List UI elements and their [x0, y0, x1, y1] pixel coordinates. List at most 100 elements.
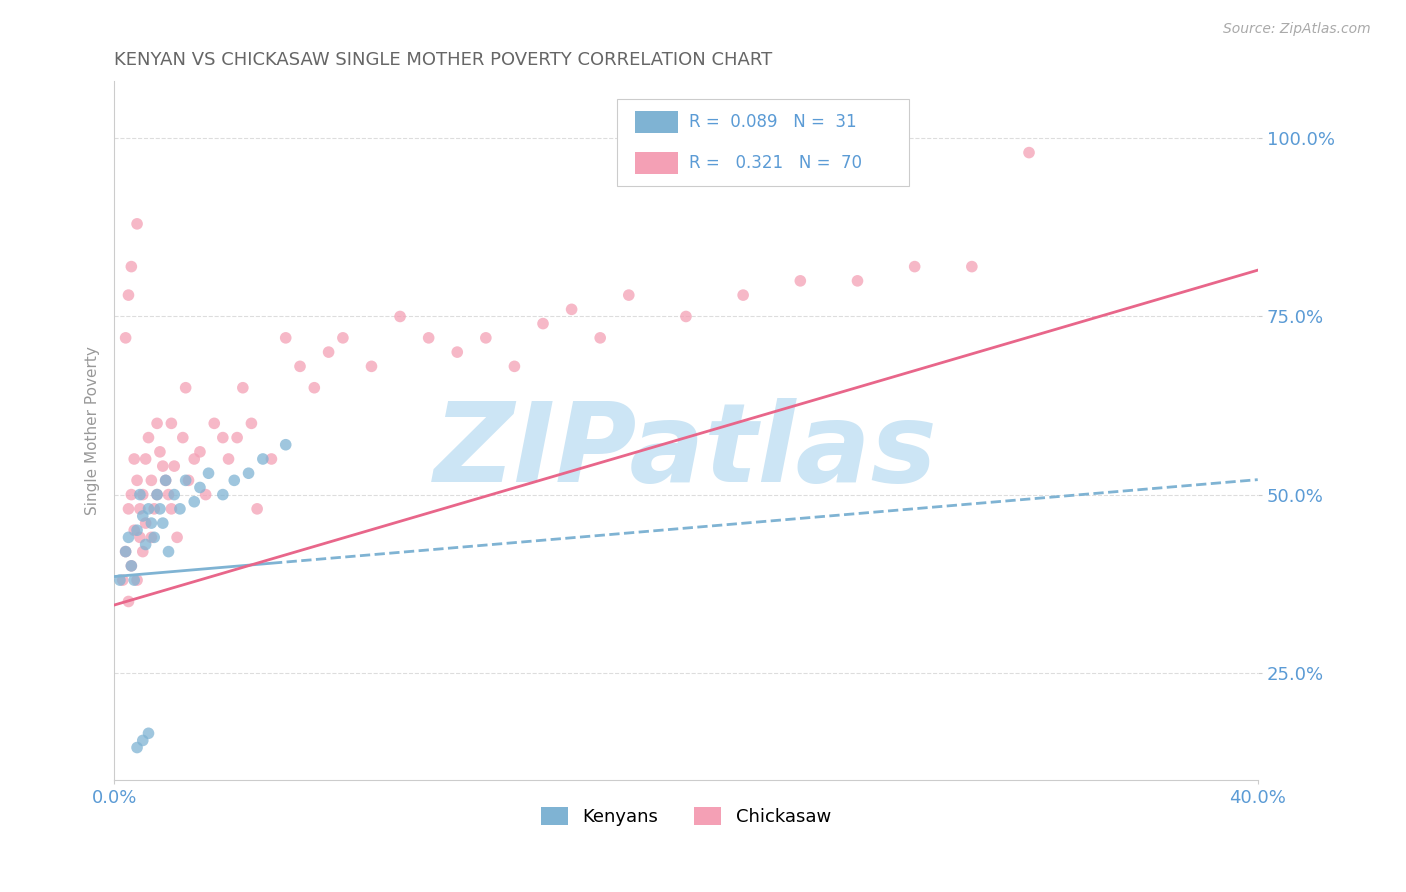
Point: [129, 530, 152, 544]
Point: [224, 474, 246, 488]
Text: KENYAN VS CHICKASAW SINGLE MOTHER POVERTY CORRELATION CHART: KENYAN VS CHICKASAW SINGLE MOTHER POVERT…: [114, 51, 772, 69]
Point: [120, 487, 142, 501]
Point: [129, 487, 152, 501]
Point: [146, 487, 169, 501]
Point: [846, 274, 869, 288]
Text: R =  0.089   N =  31: R = 0.089 N = 31: [689, 113, 858, 131]
Point: [125, 217, 148, 231]
Point: [172, 431, 194, 445]
Point: [252, 452, 274, 467]
Point: [260, 452, 283, 467]
Point: [141, 474, 163, 488]
Point: [146, 417, 169, 431]
Point: [183, 452, 205, 467]
Point: [960, 260, 983, 274]
Point: [188, 445, 211, 459]
Point: [108, 573, 131, 587]
Point: [160, 417, 183, 431]
Point: [218, 452, 240, 467]
Point: [117, 530, 139, 544]
Point: [174, 474, 197, 488]
Point: [157, 544, 180, 558]
Point: [135, 452, 157, 467]
Point: [163, 459, 186, 474]
Point: [240, 417, 263, 431]
Point: [561, 302, 583, 317]
Point: [183, 494, 205, 508]
Point: [503, 359, 526, 374]
Point: [111, 573, 134, 587]
Point: [143, 501, 166, 516]
Point: [169, 501, 191, 516]
Point: [152, 459, 174, 474]
Point: [122, 573, 145, 587]
Point: [125, 474, 148, 488]
Point: [117, 501, 139, 516]
Point: [475, 331, 498, 345]
Point: [211, 431, 233, 445]
Point: [211, 487, 233, 501]
Point: [125, 573, 148, 587]
Text: ZIPatlas: ZIPatlas: [434, 398, 938, 505]
Point: [152, 516, 174, 530]
Point: [141, 530, 163, 544]
Point: [238, 467, 260, 481]
Point: [304, 381, 326, 395]
Point: [138, 726, 160, 740]
Point: [125, 740, 148, 755]
Point: [160, 501, 183, 516]
Point: [125, 523, 148, 537]
Point: [202, 417, 225, 431]
Point: [318, 345, 340, 359]
Point: [389, 310, 412, 324]
Point: [904, 260, 927, 274]
Point: [1018, 145, 1040, 160]
Text: R =   0.321   N =  70: R = 0.321 N = 70: [689, 154, 862, 172]
FancyBboxPatch shape: [617, 99, 908, 186]
Point: [274, 438, 297, 452]
Point: [274, 331, 297, 345]
Point: [132, 733, 155, 747]
Point: [155, 474, 177, 488]
Point: [733, 288, 755, 302]
Point: [120, 260, 142, 274]
Point: [146, 487, 169, 501]
Bar: [634, 111, 678, 133]
Point: [129, 501, 152, 516]
Point: [122, 452, 145, 467]
Point: [232, 381, 254, 395]
Legend: Kenyans, Chickasaw: Kenyans, Chickasaw: [534, 799, 838, 833]
Text: Source: ZipAtlas.com: Source: ZipAtlas.com: [1223, 22, 1371, 37]
Point: [589, 331, 612, 345]
Point: [163, 487, 186, 501]
Point: [149, 445, 172, 459]
Point: [197, 467, 219, 481]
Point: [155, 474, 177, 488]
Point: [114, 544, 136, 558]
Point: [132, 544, 155, 558]
Point: [117, 594, 139, 608]
Point: [157, 487, 180, 501]
Point: [226, 431, 249, 445]
Bar: [634, 152, 678, 174]
Point: [360, 359, 382, 374]
Point: [166, 530, 188, 544]
Point: [188, 481, 211, 495]
Point: [138, 501, 160, 516]
Point: [418, 331, 440, 345]
Y-axis label: Single Mother Poverty: Single Mother Poverty: [86, 346, 100, 515]
Point: [138, 431, 160, 445]
Point: [132, 508, 155, 523]
Point: [789, 274, 811, 288]
Point: [120, 558, 142, 573]
Point: [177, 474, 200, 488]
Point: [135, 537, 157, 551]
Point: [114, 331, 136, 345]
Point: [122, 523, 145, 537]
Point: [446, 345, 468, 359]
Point: [117, 288, 139, 302]
Point: [114, 544, 136, 558]
Point: [135, 516, 157, 530]
Point: [132, 487, 155, 501]
Point: [149, 501, 172, 516]
